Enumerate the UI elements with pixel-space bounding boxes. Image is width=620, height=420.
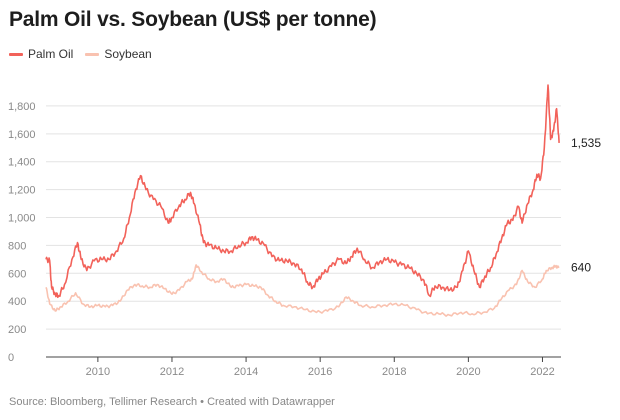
y-tick-label: 1,400 [8,157,36,169]
source-note: Source: Bloomberg, Tellimer Research • C… [9,396,335,408]
chart-title: Palm Oil vs. Soybean (US$ per tonne) [9,8,377,31]
y-tick-label: 0 [8,352,14,364]
legend-label-palm-oil: Palm Oil [28,47,74,61]
x-tick-label: 2018 [382,366,406,378]
legend-swatch-soybean [85,52,100,56]
series-line-palm-oil [45,84,560,299]
x-tick-label: 2010 [86,366,110,378]
x-tick-label: 2012 [160,366,184,378]
y-tick-label: 200 [8,324,26,336]
y-tick-label: 400 [8,296,26,308]
y-tick-label: 800 [8,240,26,252]
y-tick-label: 1,000 [8,213,36,225]
legend-item-palm-oil: Palm Oil [9,47,73,61]
y-tick-label: 1,600 [8,129,36,141]
series-line-soybean [45,264,560,317]
legend-swatch-palm-oil [9,52,23,56]
legend-item-soybean: Soybean [85,47,152,61]
x-tick-label: 2020 [456,366,480,378]
y-tick-label: 1,800 [8,101,36,113]
y-tick-label: 1,200 [8,185,36,197]
x-tick-label: 2014 [234,366,258,378]
legend-label-soybean: Soybean [104,47,152,61]
x-tick-label: 2016 [308,366,332,378]
legend: Palm Oil Soybean [9,47,164,61]
x-tick-label: 2022 [530,366,554,378]
end-label-soybean: 640 [571,261,591,275]
end-label-palm-oil: 1,535 [571,136,601,150]
y-tick-label: 600 [8,268,26,280]
